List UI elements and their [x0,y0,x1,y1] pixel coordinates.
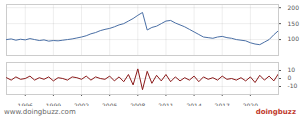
svg-text:2017: 2017 [215,102,230,106]
svg-text:150: 150 [288,20,300,27]
html-text:doingbuzz: doingbuzz [255,107,296,116]
svg-text:2014: 2014 [186,102,201,106]
svg-text:10: 10 [288,66,296,73]
svg-text:100: 100 [288,35,300,42]
svg-text:2011: 2011 [158,102,173,106]
svg-text:2002: 2002 [74,102,89,106]
svg-text:1999: 1999 [46,102,61,106]
svg-text:2005: 2005 [102,102,117,106]
svg-text:200: 200 [288,4,300,11]
svg-text:2008: 2008 [130,102,145,106]
html-text:www.doingbuzz.com: www.doingbuzz.com [4,107,76,116]
svg-text:2020: 2020 [243,102,258,106]
svg-text:0: 0 [288,74,292,81]
svg-text:1996: 1996 [18,102,33,106]
svg-text:-10: -10 [288,82,298,89]
